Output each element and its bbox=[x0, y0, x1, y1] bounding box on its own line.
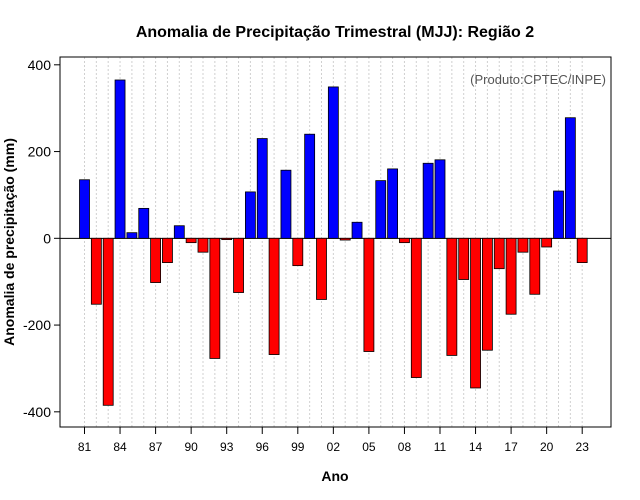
x-tick-label: 99 bbox=[291, 440, 305, 454]
bar-2013 bbox=[458, 237, 470, 280]
bar-2022 bbox=[564, 117, 576, 239]
bar-1996 bbox=[256, 138, 268, 239]
y-axis-label: Anomalia de precipitação (mm) bbox=[1, 138, 17, 346]
bar-2010 bbox=[422, 162, 434, 239]
chart-title: Anomalia de Precipitação Trimestral (MJJ… bbox=[136, 24, 534, 41]
x-tick-label: 81 bbox=[78, 440, 92, 454]
plot-frame bbox=[59, 56, 612, 428]
bar-1987 bbox=[150, 237, 162, 283]
x-tick-label: 08 bbox=[398, 440, 412, 454]
credit-text: (Produto:CPTEC/INPE) bbox=[470, 72, 606, 87]
x-tick-label: 14 bbox=[469, 440, 483, 454]
x-tick-label: 05 bbox=[362, 440, 376, 454]
bar-2015 bbox=[481, 237, 493, 351]
bar-1999 bbox=[292, 237, 304, 267]
y-tick-label: -400 bbox=[23, 404, 51, 420]
bar-2004 bbox=[351, 221, 363, 239]
y-tick-label: 200 bbox=[28, 144, 52, 160]
x-tick-label: 23 bbox=[576, 440, 590, 454]
x-axis-label: Ano bbox=[321, 468, 348, 484]
bar-2009 bbox=[410, 237, 422, 378]
bar-2006 bbox=[375, 180, 387, 239]
bar-1985 bbox=[126, 232, 138, 239]
bar-2016 bbox=[493, 237, 505, 270]
bar-2008 bbox=[399, 237, 410, 244]
bar-1986 bbox=[138, 207, 150, 239]
bar-1988 bbox=[162, 237, 173, 264]
y-tick-label: -200 bbox=[23, 317, 51, 333]
bar-2020 bbox=[541, 237, 553, 248]
y-tick-label: 400 bbox=[28, 57, 52, 73]
bar-1997 bbox=[268, 237, 280, 355]
bar-1983 bbox=[102, 237, 114, 406]
bar-2005 bbox=[363, 237, 375, 352]
x-tick-label: 20 bbox=[540, 440, 554, 454]
y-axis-ticks: -400 -200 0 200 400 bbox=[23, 57, 60, 420]
x-tick-label: 17 bbox=[504, 440, 518, 454]
bar-2023 bbox=[576, 237, 588, 264]
bar-1991 bbox=[197, 237, 209, 253]
bar-1994 bbox=[233, 237, 244, 293]
x-tick-label: 11 bbox=[434, 440, 447, 454]
bar-1993 bbox=[221, 237, 233, 241]
x-tick-label: 90 bbox=[184, 440, 198, 454]
bar-1992 bbox=[209, 237, 221, 359]
bar-2007 bbox=[387, 168, 399, 239]
y-tick-label: 0 bbox=[43, 230, 51, 246]
bar-2003 bbox=[339, 237, 351, 241]
x-tick-label: 93 bbox=[220, 440, 234, 454]
bars bbox=[79, 79, 588, 406]
x-tick-label: 87 bbox=[149, 440, 163, 454]
x-axis-ticks: 81 84 87 90 93 96 99 02 05 08 11 14 17 20 23 bbox=[78, 427, 589, 454]
bar-2014 bbox=[470, 237, 481, 389]
bar-1984 bbox=[114, 79, 126, 239]
x-tick-label: 96 bbox=[256, 440, 270, 454]
bar-1981 bbox=[79, 179, 90, 239]
bar-2002 bbox=[327, 86, 339, 239]
bar-2011 bbox=[434, 159, 446, 239]
bar-2017 bbox=[505, 237, 517, 315]
x-tick-label: 84 bbox=[113, 440, 127, 454]
bar-1998 bbox=[280, 169, 292, 239]
bar-2012 bbox=[446, 237, 458, 356]
bar-2018 bbox=[517, 237, 529, 253]
x-tick-label: 02 bbox=[327, 440, 341, 454]
bar-1982 bbox=[90, 237, 102, 305]
bar-1989 bbox=[173, 225, 185, 239]
bar-1995 bbox=[244, 191, 256, 239]
bar-2021 bbox=[553, 190, 564, 239]
bar-2001 bbox=[316, 237, 327, 300]
bar-2019 bbox=[529, 237, 541, 295]
bar-2000 bbox=[304, 133, 316, 239]
bar-1990 bbox=[185, 237, 197, 244]
